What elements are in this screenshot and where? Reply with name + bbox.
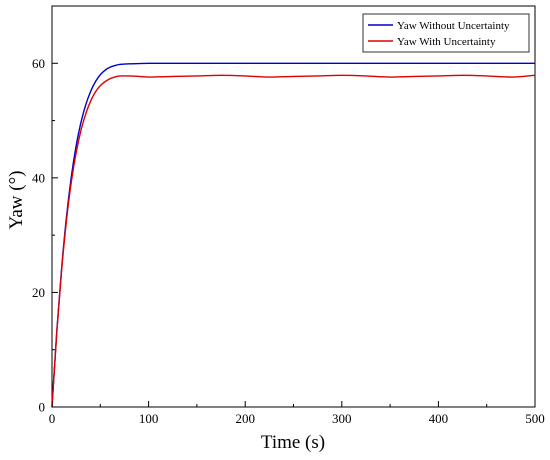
legend-label-0: Yaw Without Uncertainty [397,20,510,32]
y-tick-label: 20 [32,285,45,300]
plot-border [51,5,536,408]
legend-box [362,13,530,53]
y-tick-label: 40 [32,170,45,185]
legend-label-1: Yaw With Uncertainty [397,36,496,48]
y-tick-label: 0 [39,400,46,415]
plot-frame [51,5,536,408]
x-tick-label: 500 [525,411,545,426]
x-tick-label: 200 [235,411,255,426]
series-layer [51,62,536,408]
y-axis-title: Yaw (°) [6,171,27,230]
x-tick-label: 300 [332,411,352,426]
series-line-1 [51,74,536,408]
x-axis-title: Time (s) [261,432,325,453]
ticks-layer: 0 100 200 300 400 500 0 20 40 60 [32,56,545,426]
x-tick-label: 100 [139,411,159,426]
x-tick-label: 400 [429,411,449,426]
y-tick-label: 60 [32,56,45,71]
legend: Yaw Without Uncertainty Yaw With Uncertai… [362,13,530,53]
x-tick-label: 0 [49,411,56,426]
series-line-0 [51,62,535,408]
